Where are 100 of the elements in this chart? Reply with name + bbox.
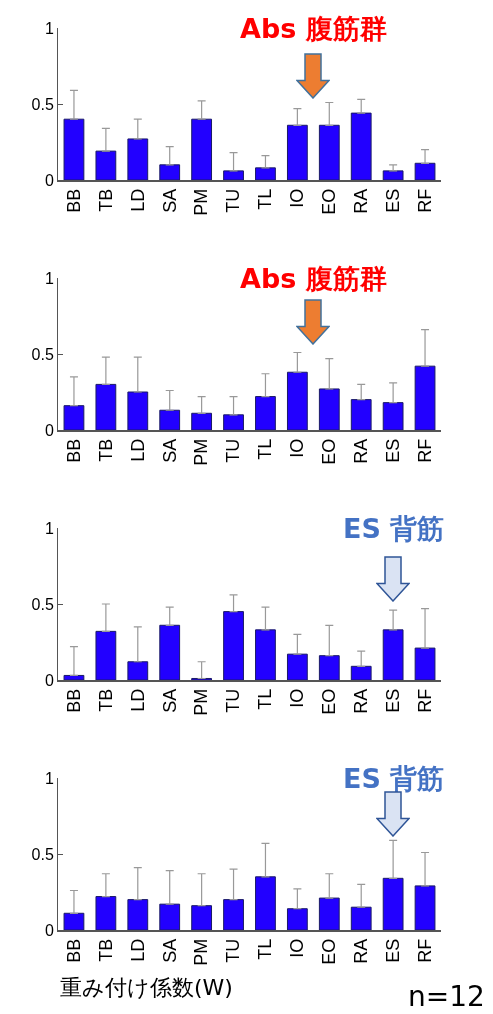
x-tick-label: BB <box>63 438 84 463</box>
x-tick-label: SA <box>159 938 180 963</box>
bar <box>350 906 372 930</box>
bar <box>382 170 404 180</box>
bar <box>286 371 308 430</box>
y-tick-label: 1 <box>44 19 54 37</box>
x-tick-label: SA <box>159 438 180 463</box>
bar <box>95 150 117 180</box>
bar <box>318 897 340 930</box>
bar <box>255 167 276 180</box>
bar <box>223 899 244 930</box>
x-tick-label: ES <box>382 438 403 463</box>
y-tick-label: 1 <box>44 519 54 537</box>
x-tick-label: TL <box>255 688 276 710</box>
x-tick-label: TU <box>223 438 244 463</box>
bar <box>159 409 181 430</box>
bar <box>63 405 85 430</box>
x-tick-label: EO <box>319 438 340 465</box>
bar <box>255 396 276 430</box>
x-tick-label: EO <box>319 688 340 715</box>
bar <box>382 877 404 930</box>
bar <box>382 402 404 430</box>
bar <box>318 124 340 180</box>
x-tick-label: SA <box>159 688 180 713</box>
y-tick-label: 1 <box>44 269 54 287</box>
x-tick-label: IO <box>287 938 308 958</box>
bar <box>95 383 117 430</box>
bar <box>223 414 244 430</box>
x-tick-label: TB <box>95 188 116 212</box>
x-tick-label: RF <box>414 938 435 963</box>
x-tick-label: PM <box>191 938 212 966</box>
x-tick-label: TL <box>255 438 276 460</box>
x-tick-label: BB <box>63 188 84 213</box>
x-tick-label: LD <box>127 688 148 712</box>
x-tick-label: LD <box>127 188 148 212</box>
bar <box>382 629 404 680</box>
bar <box>191 118 213 180</box>
bar <box>63 674 85 680</box>
x-tick-label: RF <box>414 688 435 713</box>
bar <box>414 162 436 180</box>
x-tick-label: IO <box>287 438 308 458</box>
x-tick-label: TL <box>255 188 276 210</box>
x-tick-label: ES <box>382 688 403 713</box>
bar <box>255 629 276 680</box>
bar <box>286 124 308 180</box>
x-tick-label: TB <box>95 938 116 962</box>
x-tick-label: TU <box>223 688 244 713</box>
annotation: ES 背筋 <box>343 513 445 544</box>
bar <box>63 912 85 930</box>
y-tick-label: 0 <box>44 921 54 939</box>
annotation: Abs 腹筋群 <box>240 263 387 294</box>
x-tick-label: LD <box>127 938 148 962</box>
x-tick-label: EO <box>319 938 340 965</box>
bar <box>286 653 308 680</box>
bar <box>159 624 181 680</box>
x-tick-label: RF <box>414 188 435 213</box>
text: n=12 <box>408 980 485 1013</box>
x-tick-label: PM <box>191 438 212 466</box>
bar <box>255 876 276 930</box>
y-tick-label: 0.5 <box>31 345 54 363</box>
y-tick-label: 1 <box>44 769 54 787</box>
x-tick-label: RA <box>351 438 372 464</box>
x-tick-label: RA <box>351 938 372 964</box>
x-tick-label: BB <box>63 938 84 963</box>
x-tick-label: RF <box>414 438 435 463</box>
x-tick-label: ES <box>382 188 403 213</box>
x-tick-label: RA <box>351 188 372 214</box>
x-tick-label: SA <box>159 188 180 213</box>
x-tick-label: IO <box>287 688 308 708</box>
bar <box>127 661 149 680</box>
x-tick-label: LD <box>127 438 148 462</box>
y-tick-label: 0 <box>44 171 54 189</box>
bar <box>63 118 85 180</box>
annotation: Abs 腹筋群 <box>240 13 387 44</box>
x-tick-label: TB <box>95 688 116 712</box>
bar <box>223 611 244 680</box>
bar <box>95 896 117 930</box>
bar <box>414 647 436 680</box>
bar <box>414 885 436 930</box>
x-axis-title: 重み付け係数(W) <box>60 975 233 1000</box>
bar <box>159 164 181 180</box>
bar <box>95 630 117 680</box>
bar <box>191 412 213 430</box>
annotation: ES 背筋 <box>343 763 445 794</box>
x-tick-label: IO <box>287 188 308 208</box>
y-tick-label: 0 <box>44 671 54 689</box>
y-tick-label: 0.5 <box>31 845 54 863</box>
x-tick-label: PM <box>191 188 212 216</box>
bar <box>223 170 244 180</box>
bar <box>286 908 308 930</box>
bar <box>191 905 213 930</box>
x-tick-label: TU <box>223 938 244 963</box>
x-tick-label: PM <box>191 688 212 716</box>
x-tick-label: BB <box>63 688 84 713</box>
bar <box>318 655 340 680</box>
y-tick-label: 0.5 <box>31 595 54 613</box>
bar <box>159 903 181 930</box>
x-tick-label: RA <box>351 688 372 714</box>
bar <box>318 388 340 430</box>
bar <box>127 138 149 180</box>
